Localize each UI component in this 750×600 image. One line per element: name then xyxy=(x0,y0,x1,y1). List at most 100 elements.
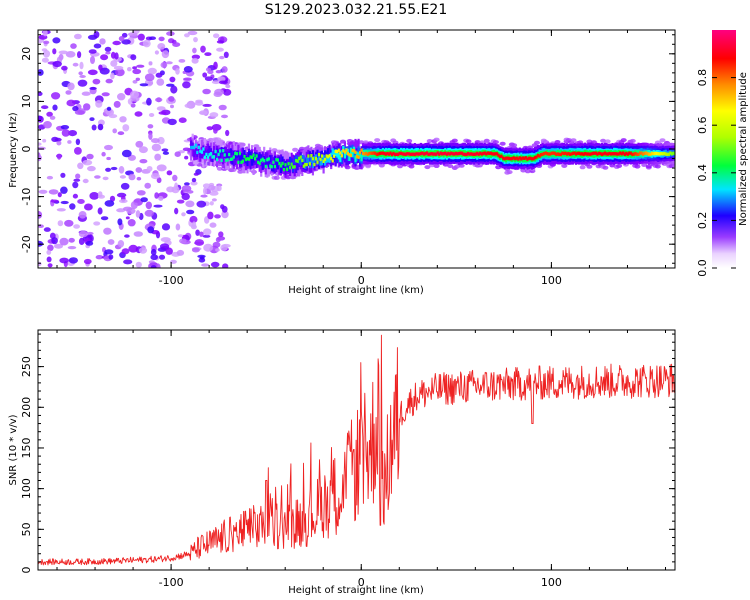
noise-blob xyxy=(95,100,103,108)
noise-blob xyxy=(190,181,198,186)
noise-blob xyxy=(109,195,116,202)
signal-cell xyxy=(229,157,232,161)
noise-blob xyxy=(85,241,94,246)
signal-cell xyxy=(320,158,324,166)
noise-blob xyxy=(182,81,191,89)
noise-blob xyxy=(59,237,69,246)
signal-cell xyxy=(435,152,438,156)
colorbar-tick-label: 0.0 xyxy=(696,259,709,277)
signal-cell xyxy=(646,152,649,156)
noise-blob xyxy=(67,140,72,144)
noise-blob xyxy=(206,126,213,131)
noise-blob xyxy=(38,91,43,96)
signal-cell xyxy=(331,148,334,155)
signal-cell xyxy=(346,152,349,156)
noise-blob xyxy=(183,77,192,81)
noise-blob xyxy=(127,32,138,37)
noise-blob xyxy=(57,192,62,198)
noise-blob xyxy=(221,66,228,73)
noise-blob xyxy=(119,199,128,204)
signal-cell xyxy=(295,155,298,162)
signal-cell xyxy=(348,145,351,156)
noise-blob xyxy=(101,92,110,97)
signal-cell xyxy=(415,152,418,156)
noise-blob xyxy=(181,185,192,192)
noise-blob xyxy=(68,257,78,264)
noise-blob xyxy=(124,234,130,238)
signal-cell xyxy=(535,155,538,159)
signal-cell xyxy=(320,154,324,158)
signal-cell xyxy=(337,148,340,152)
signal-cell xyxy=(509,157,512,161)
signal-cell xyxy=(281,161,284,166)
noise-blob xyxy=(72,105,79,112)
signal-cell xyxy=(468,152,471,156)
signal-cell xyxy=(486,151,489,155)
signal-cell xyxy=(401,152,404,156)
signal-cell xyxy=(316,149,319,161)
halo-blob xyxy=(451,138,458,143)
signal-cell xyxy=(413,152,416,157)
noise-blob xyxy=(140,197,148,203)
signal-cell xyxy=(529,156,532,160)
signal-cell xyxy=(220,147,223,154)
signal-cell xyxy=(579,152,582,156)
signal-cell xyxy=(667,152,670,156)
signal-cell xyxy=(302,155,305,163)
noise-blob xyxy=(68,130,77,137)
signal-cell xyxy=(352,148,356,159)
signal-cell xyxy=(371,151,374,155)
signal-cell xyxy=(219,151,222,158)
noise-blob xyxy=(87,69,98,76)
noise-blob xyxy=(42,30,48,37)
signal-cell xyxy=(209,148,213,155)
signal-cell xyxy=(305,163,308,167)
noise-blob xyxy=(213,127,218,134)
noise-blob xyxy=(175,223,181,231)
noise-blob xyxy=(162,151,169,155)
noise-blob xyxy=(160,243,170,250)
noise-blob xyxy=(167,118,177,126)
signal-cell xyxy=(266,156,269,178)
noise-blob xyxy=(60,125,70,130)
noise-blob xyxy=(50,199,59,203)
signal-cell xyxy=(234,151,237,155)
signal-cell xyxy=(225,151,228,159)
noise-blob xyxy=(165,61,173,65)
signal-cell xyxy=(622,151,625,155)
signal-cell xyxy=(261,151,264,162)
signal-cell xyxy=(336,150,339,158)
signal-cell xyxy=(286,163,289,170)
signal-cell xyxy=(603,151,607,155)
signal-cell xyxy=(206,143,210,154)
noise-blob xyxy=(38,211,43,219)
signal-cell xyxy=(645,151,648,155)
noise-blob xyxy=(155,97,163,103)
signal-cell xyxy=(282,168,286,172)
noise-blob xyxy=(77,199,85,204)
noise-blob xyxy=(215,248,220,252)
noise-blob xyxy=(119,175,126,179)
signal-cell xyxy=(649,152,652,156)
signal-cell xyxy=(473,152,476,156)
signal-cell xyxy=(658,152,661,156)
signal-cell xyxy=(425,151,429,155)
signal-cell xyxy=(311,150,314,161)
signal-cell xyxy=(304,163,307,167)
noise-blob xyxy=(130,103,136,108)
signal-cell xyxy=(670,152,673,156)
signal-cell xyxy=(456,152,459,156)
noise-blob xyxy=(118,166,125,174)
noise-blob xyxy=(121,32,128,38)
noise-blob xyxy=(98,64,103,71)
signal-cell xyxy=(479,151,482,155)
noise-blob xyxy=(108,114,118,119)
signal-cell xyxy=(643,151,646,155)
noise-blob xyxy=(158,254,166,260)
signal-cell xyxy=(293,157,296,164)
noise-blob xyxy=(154,50,159,55)
noise-blob xyxy=(88,49,97,54)
signal-cell xyxy=(597,151,600,155)
noise-blob xyxy=(146,97,152,106)
signal-cell xyxy=(203,155,206,159)
